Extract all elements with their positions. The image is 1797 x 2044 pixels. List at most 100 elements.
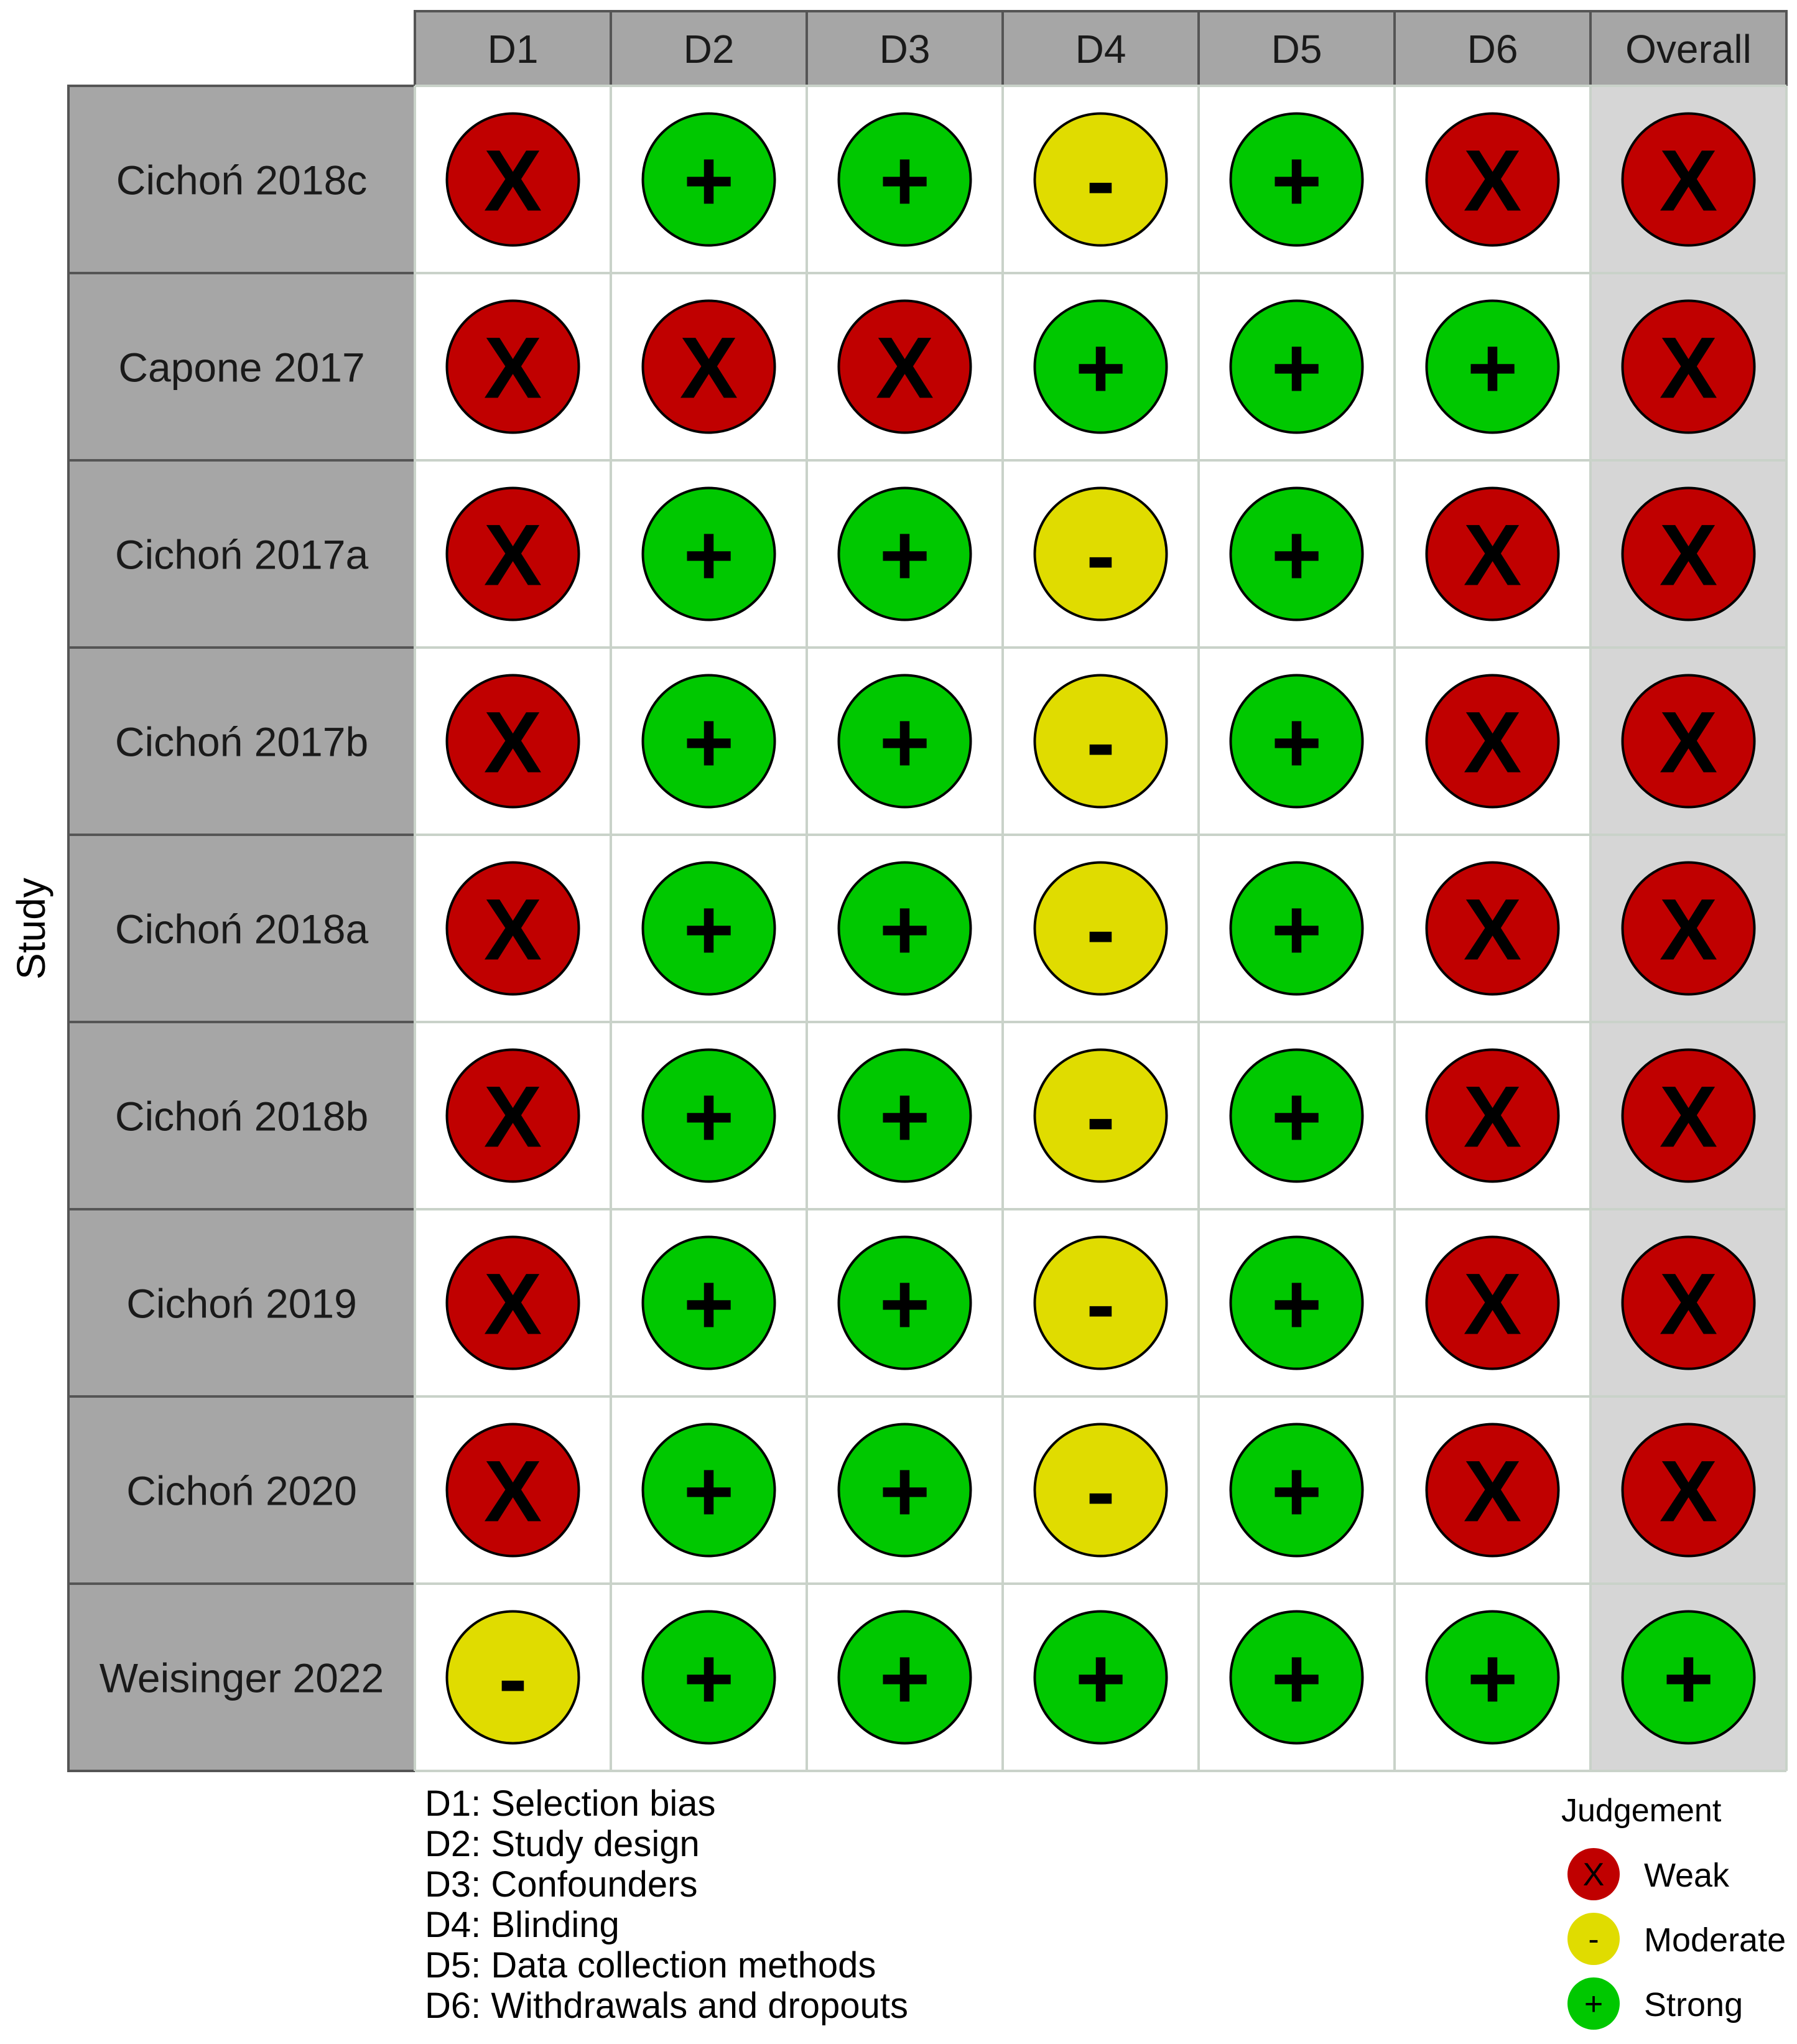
judgement-circle-moderate	[1033, 112, 1168, 247]
column-header-label-d4: D4	[1075, 27, 1126, 72]
judgement-circle-weak	[1621, 486, 1756, 621]
judgement-cell-weak: X	[1621, 861, 1756, 996]
judgement-symbol: X	[484, 1068, 542, 1166]
judgement-symbol: +	[880, 1255, 931, 1353]
judgement-symbol: +	[684, 132, 735, 230]
column-header-d6	[1393, 10, 1592, 87]
domain-key-item: D3: Confounders	[425, 1864, 697, 1905]
judgement-circle-weak	[445, 1423, 580, 1558]
judgement-symbol: +	[684, 506, 735, 604]
judgement-cell-weak: X	[1425, 112, 1560, 247]
study-label: Cichoń 2018b	[115, 1094, 368, 1140]
legend-label: Strong	[1644, 1986, 1743, 2023]
judgement-symbol: -	[1086, 881, 1115, 978]
judgement-cell-moderate: -	[445, 1610, 580, 1745]
judgement-cell-weak: X	[445, 861, 580, 996]
judgement-symbol: X	[1660, 319, 1717, 417]
judgement-circle-strong	[641, 861, 776, 996]
judgement-symbol: +	[1075, 1630, 1126, 1727]
judgement-cell-strong: +	[1229, 1610, 1364, 1745]
judgement-cell-moderate: -	[1033, 112, 1168, 247]
judgement-symbol: +	[684, 694, 735, 791]
judgement-symbol: X	[1660, 132, 1717, 230]
judgement-circle-strong	[1229, 112, 1364, 247]
legend-item-weak: X Weak	[1567, 1848, 1730, 1900]
judgement-cell-weak: X	[837, 299, 972, 434]
judgement-cell-weak: X	[445, 1235, 580, 1370]
judgement-symbol: +	[1663, 1630, 1714, 1727]
judgement-symbol: X	[876, 319, 934, 417]
domain-key-item: D1: Selection bias	[425, 1783, 715, 1824]
judgement-circle-weak	[1621, 1048, 1756, 1183]
judgement-symbol: X	[1464, 1068, 1521, 1166]
legend-item-strong: + Strong	[1567, 1977, 1743, 2030]
judgement-symbol: +	[1271, 881, 1322, 978]
study-label-box	[67, 459, 416, 649]
judgement-circle-strong	[1033, 1610, 1168, 1745]
judgement-symbol: +	[880, 881, 931, 978]
judgement-circle-strong	[641, 486, 776, 621]
judgement-symbol: X	[1464, 1255, 1521, 1353]
legend-swatch-strong	[1567, 1977, 1620, 2030]
domain-key-item: D2: Study design	[425, 1824, 700, 1864]
judgement-circle-strong	[837, 674, 972, 809]
judgement-circle-moderate	[1033, 674, 1168, 809]
judgement-symbol: +	[1271, 319, 1322, 417]
judgement-symbol: X	[1464, 132, 1521, 230]
judgement-symbol: -	[1086, 1255, 1115, 1353]
study-label: Capone 2017	[118, 345, 365, 391]
judgement-circle-weak	[445, 1048, 580, 1183]
judgement-cell-strong: +	[641, 1048, 776, 1183]
judgement-circle-moderate	[445, 1610, 580, 1745]
judgement-cell-strong: +	[1229, 1048, 1364, 1183]
judgement-circle-weak	[445, 112, 580, 247]
judgement-cell-weak: X	[445, 299, 580, 434]
judgement-symbol: X	[484, 132, 542, 230]
study-label: Cichoń 2019	[126, 1281, 357, 1327]
judgement-circle-strong	[1229, 1235, 1364, 1370]
judgement-circle-weak	[1621, 299, 1756, 434]
judgement-circle-weak	[1621, 674, 1756, 809]
study-label-box	[67, 1395, 416, 1585]
judgement-cell-weak: X	[445, 1423, 580, 1558]
judgement-circle-weak	[445, 486, 580, 621]
judgement-cell-strong: +	[641, 1423, 776, 1558]
judgement-symbol: +	[880, 1068, 931, 1166]
judgement-circle-weak	[837, 299, 972, 434]
judgement-symbol: -	[498, 1630, 527, 1727]
column-header-label-d1: D1	[488, 27, 539, 72]
judgement-circle-strong	[1229, 674, 1364, 809]
legend-label: Weak	[1644, 1857, 1730, 1894]
judgement-cell-weak: X	[445, 674, 580, 809]
judgement-circle-weak	[1425, 1235, 1560, 1370]
judgement-cell-weak: X	[1425, 861, 1560, 996]
judgement-circle-strong	[1229, 299, 1364, 434]
judgement-cell-weak: X	[1621, 112, 1756, 247]
judgement-symbol: +	[1075, 319, 1126, 417]
judgement-symbol: X	[484, 506, 542, 604]
legend-item-moderate: - Moderate	[1567, 1913, 1786, 1965]
judgement-cell-weak: X	[1425, 1048, 1560, 1183]
judgement-cell-weak: X	[1425, 1235, 1560, 1370]
judgement-cell-weak: X	[1425, 1423, 1560, 1558]
judgement-cell-weak: X	[445, 486, 580, 621]
study-label-box	[67, 834, 416, 1023]
judgement-circle-strong	[837, 861, 972, 996]
judgement-cell-weak: X	[1621, 1048, 1756, 1183]
judgement-symbol: +	[684, 1068, 735, 1166]
judgement-circle-moderate	[1033, 1235, 1168, 1370]
judgement-symbol: -	[1086, 1068, 1115, 1166]
judgement-cell-strong: +	[1229, 299, 1364, 434]
judgement-symbol: X	[484, 319, 542, 417]
judgement-symbol: +	[1271, 506, 1322, 604]
study-label: Cichoń 2018c	[116, 157, 368, 203]
judgement-cell-weak: X	[1621, 1423, 1756, 1558]
judgement-cell-weak: X	[1621, 299, 1756, 434]
judgement-symbol: X	[1464, 1442, 1521, 1540]
judgement-circle-weak	[1425, 1423, 1560, 1558]
judgement-symbol: +	[880, 1630, 931, 1727]
judgement-cell-strong: +	[1621, 1610, 1756, 1745]
judgement-symbol: +	[684, 1630, 735, 1727]
judgement-cell-strong: +	[1229, 1423, 1364, 1558]
judgement-circle-strong	[837, 1610, 972, 1745]
